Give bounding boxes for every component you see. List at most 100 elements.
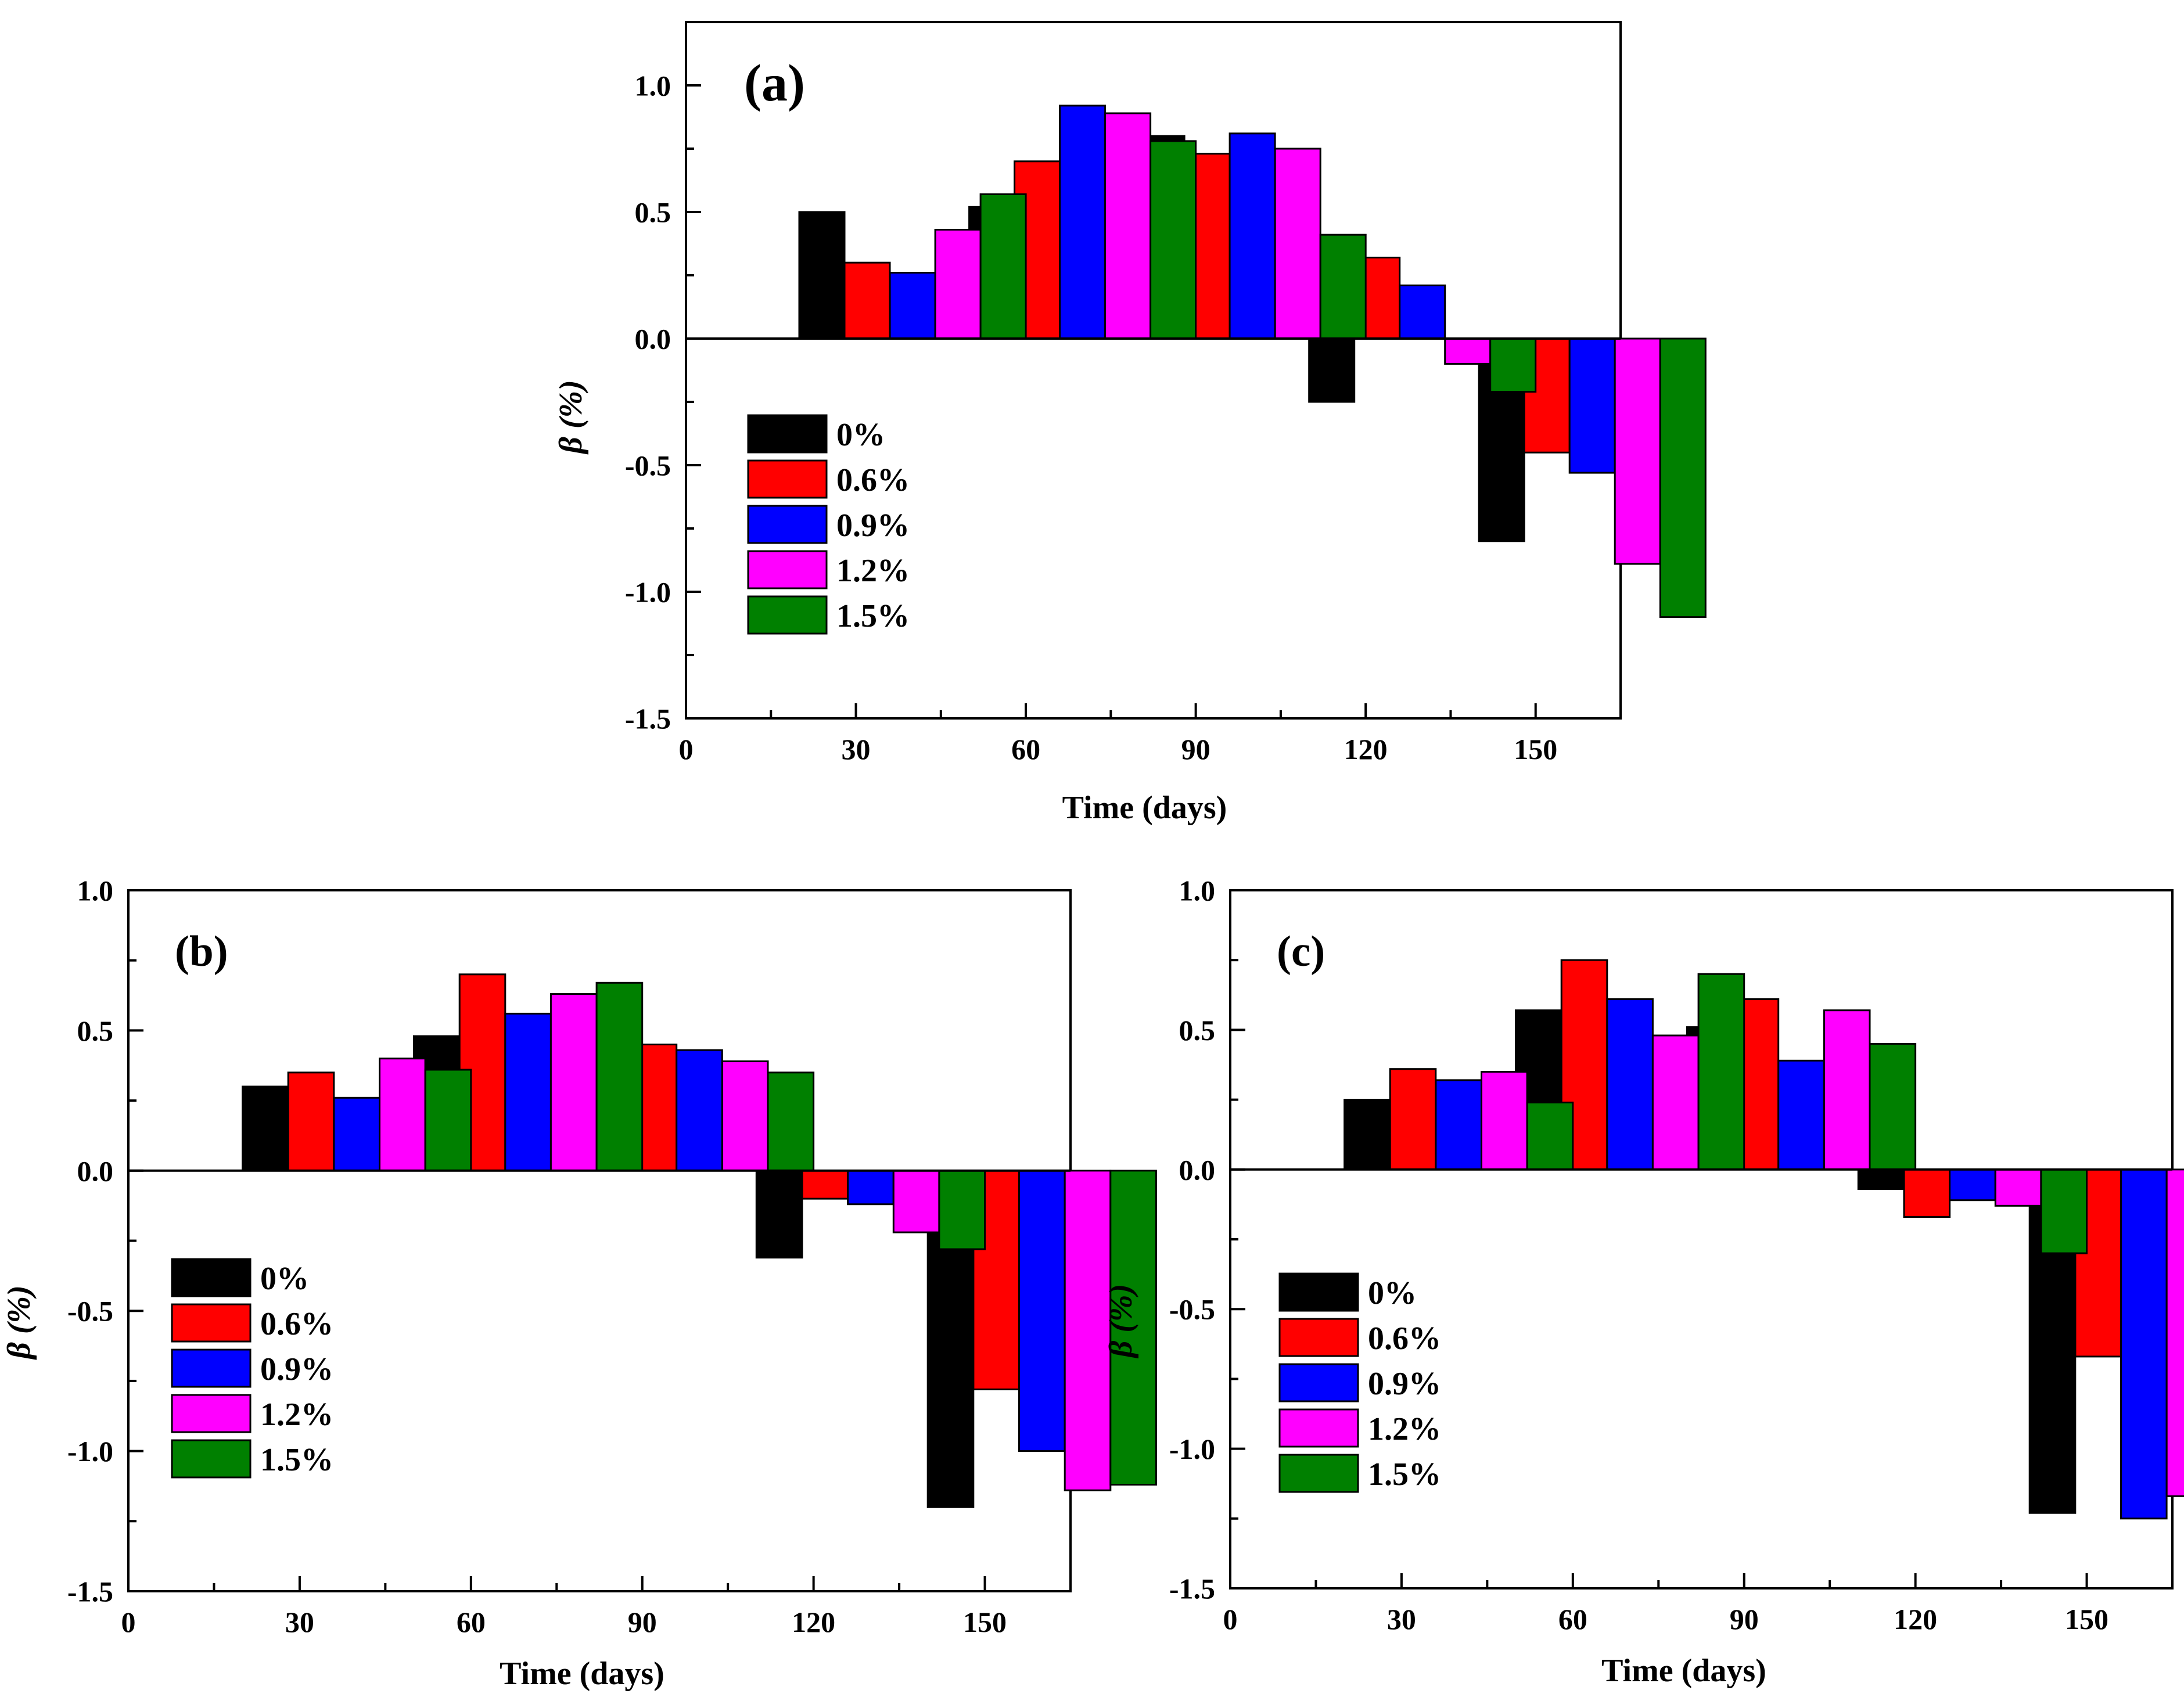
x-tick-label-b-120: 120 <box>792 1606 835 1638</box>
bar-c-0pct-30 <box>1344 1099 1391 1171</box>
legend-label-b-2: 0.9% <box>260 1351 333 1387</box>
bar-c-0_6pct-30 <box>1389 1068 1437 1171</box>
y-tick-label-a--0.5: -0.5 <box>625 449 671 482</box>
chart-panel-a: -1.5 -1.0 -0.5 0.0 0.5 1.0 0 30 60 90 120 150 Time (… <box>553 21 1707 826</box>
x-tick-label-b-30: 30 <box>285 1606 314 1638</box>
bar-b-0_9pct-60 <box>504 1012 552 1172</box>
bar-a-1_5pct-60 <box>1150 140 1197 340</box>
bar-a-0_6pct-30 <box>843 261 891 340</box>
bar-b-1_2pct-90 <box>721 1060 769 1172</box>
bar-a-1_2pct-150 <box>1614 337 1661 565</box>
x-tick-label-b-150: 150 <box>963 1606 1007 1638</box>
bar-b-0pct-120 <box>755 1170 803 1259</box>
legend-swatch-b-3 <box>171 1394 252 1433</box>
y-tick-label-b--1.0: -1.0 <box>67 1435 113 1468</box>
bar-a-0_9pct-60 <box>1059 105 1107 340</box>
x-tick-label-b-0: 0 <box>121 1606 136 1638</box>
bar-c-0_9pct-150 <box>2120 1168 2168 1520</box>
legend-swatch-b-2 <box>171 1348 252 1388</box>
bar-a-1_2pct-120 <box>1444 337 1492 365</box>
bar-a-1_5pct-90 <box>1319 233 1367 340</box>
bar-a-1_2pct-90 <box>1274 148 1321 340</box>
bar-c-1_2pct-150 <box>2165 1168 2184 1497</box>
legend-swatch-a-1 <box>747 459 828 499</box>
bar-b-0_6pct-30 <box>287 1071 335 1172</box>
legend-label-b-1: 0.6% <box>260 1306 333 1342</box>
bar-b-0_9pct-120 <box>847 1170 895 1206</box>
legend-swatch-a-0 <box>747 414 828 454</box>
bar-b-1_2pct-120 <box>892 1170 940 1234</box>
y-tick-label-a-0.0: 0.0 <box>635 323 671 355</box>
bar-c-0_6pct-120 <box>1903 1168 1951 1218</box>
panel-label-b: (b) <box>175 927 228 976</box>
bar-a-1_5pct-30 <box>979 193 1027 340</box>
bar-c-1_2pct-90 <box>1823 1009 1871 1171</box>
y-tick-label-c--0.5: -0.5 <box>1169 1293 1215 1326</box>
bar-b-0pct-30 <box>242 1085 289 1172</box>
legend-label-a-2: 0.9% <box>836 508 910 544</box>
y-axis-label-a: β (%) <box>553 380 589 455</box>
legend-swatch-b-4 <box>171 1439 252 1479</box>
x-tick-label-c-120: 120 <box>1894 1603 1937 1635</box>
y-tick-label-b-1.0: 1.0 <box>77 875 114 907</box>
bar-c-1_2pct-60 <box>1651 1034 1700 1171</box>
bar-a-0_9pct-150 <box>1568 337 1616 474</box>
legend-swatch-a-2 <box>747 505 828 544</box>
x-tick-label-a-0: 0 <box>679 733 694 765</box>
bar-b-1_5pct-30 <box>424 1069 472 1172</box>
legend-swatch-b-0 <box>171 1258 252 1297</box>
bar-c-0pct-120 <box>1857 1168 1905 1191</box>
y-tick-label-a-0.5: 0.5 <box>635 196 671 229</box>
legend-label-c-2: 0.9% <box>1368 1366 1441 1402</box>
bar-a-0_9pct-30 <box>889 272 936 340</box>
x-tick-label-c-30: 30 <box>1387 1603 1416 1635</box>
bar-c-1_5pct-30 <box>1526 1101 1574 1171</box>
x-axis-label-c: Time (days) <box>1601 1653 1766 1689</box>
chart-panel-c: -1.5 -1.0 -0.5 0.0 0.5 1.0 0 30 60 90 120 150 Time (… <box>1103 875 2184 1689</box>
y-tick-label-a--1.5: -1.5 <box>625 703 671 735</box>
bar-a-1_5pct-120 <box>1489 337 1537 393</box>
bar-a-1_2pct-30 <box>934 229 982 340</box>
legend-label-c-3: 1.2% <box>1368 1411 1441 1447</box>
bar-b-0_9pct-150 <box>1018 1170 1066 1452</box>
y-tick-label-b-0.5: 0.5 <box>77 1015 114 1047</box>
bar-a-1_5pct-150 <box>1659 337 1707 618</box>
bar-b-1_2pct-30 <box>379 1058 426 1172</box>
bar-c-1_2pct-30 <box>1481 1071 1528 1171</box>
bar-a-0pct-30 <box>798 211 846 340</box>
bar-a-1_2pct-60 <box>1104 112 1152 340</box>
bar-b-0_9pct-90 <box>676 1049 723 1172</box>
y-tick-label-c-0.0: 0.0 <box>1179 1153 1216 1186</box>
bar-a-0_9pct-90 <box>1228 132 1276 340</box>
legend-label-b-0: 0% <box>260 1261 309 1297</box>
y-tick-label-b--0.5: -0.5 <box>67 1295 113 1328</box>
legend-label-a-4: 1.5% <box>836 598 910 634</box>
bar-b-1_2pct-60 <box>549 993 598 1172</box>
legend-swatch-c-3 <box>1278 1408 1359 1448</box>
x-axis-label-a: Time (days) <box>1062 790 1227 826</box>
x-tick-label-c-0: 0 <box>1223 1603 1238 1635</box>
y-tick-label-c-0.5: 0.5 <box>1179 1014 1216 1047</box>
x-tick-label-b-90: 90 <box>628 1606 657 1638</box>
x-tick-label-a-150: 150 <box>1514 733 1557 765</box>
legend-label-a-1: 0.6% <box>836 462 910 498</box>
y-axis-label-c: β (%) <box>1103 1284 1139 1359</box>
y-tick-label-c--1.5: -1.5 <box>1169 1573 1215 1605</box>
y-tick-label-b-0.0: 0.0 <box>77 1155 114 1187</box>
bar-c-0_9pct-30 <box>1435 1079 1482 1171</box>
x-tick-label-b-60: 60 <box>457 1606 486 1638</box>
x-tick-label-c-90: 90 <box>1730 1603 1759 1635</box>
legend-label-a-0: 0% <box>836 417 885 453</box>
bar-c-1_5pct-90 <box>1869 1042 1917 1171</box>
legend-label-c-4: 1.5% <box>1368 1457 1441 1493</box>
y-axis-label-b: β (%) <box>1 1285 37 1360</box>
x-tick-label-a-90: 90 <box>1181 733 1210 765</box>
legend-swatch-a-4 <box>747 595 828 635</box>
legend-label-b-4: 1.5% <box>260 1442 333 1478</box>
x-tick-label-a-120: 120 <box>1344 733 1388 765</box>
x-tick-label-a-60: 60 <box>1011 733 1040 765</box>
legend-label-c-1: 0.6% <box>1368 1321 1441 1357</box>
legend-swatch-c-0 <box>1278 1272 1359 1312</box>
legend-swatch-c-1 <box>1278 1318 1359 1357</box>
